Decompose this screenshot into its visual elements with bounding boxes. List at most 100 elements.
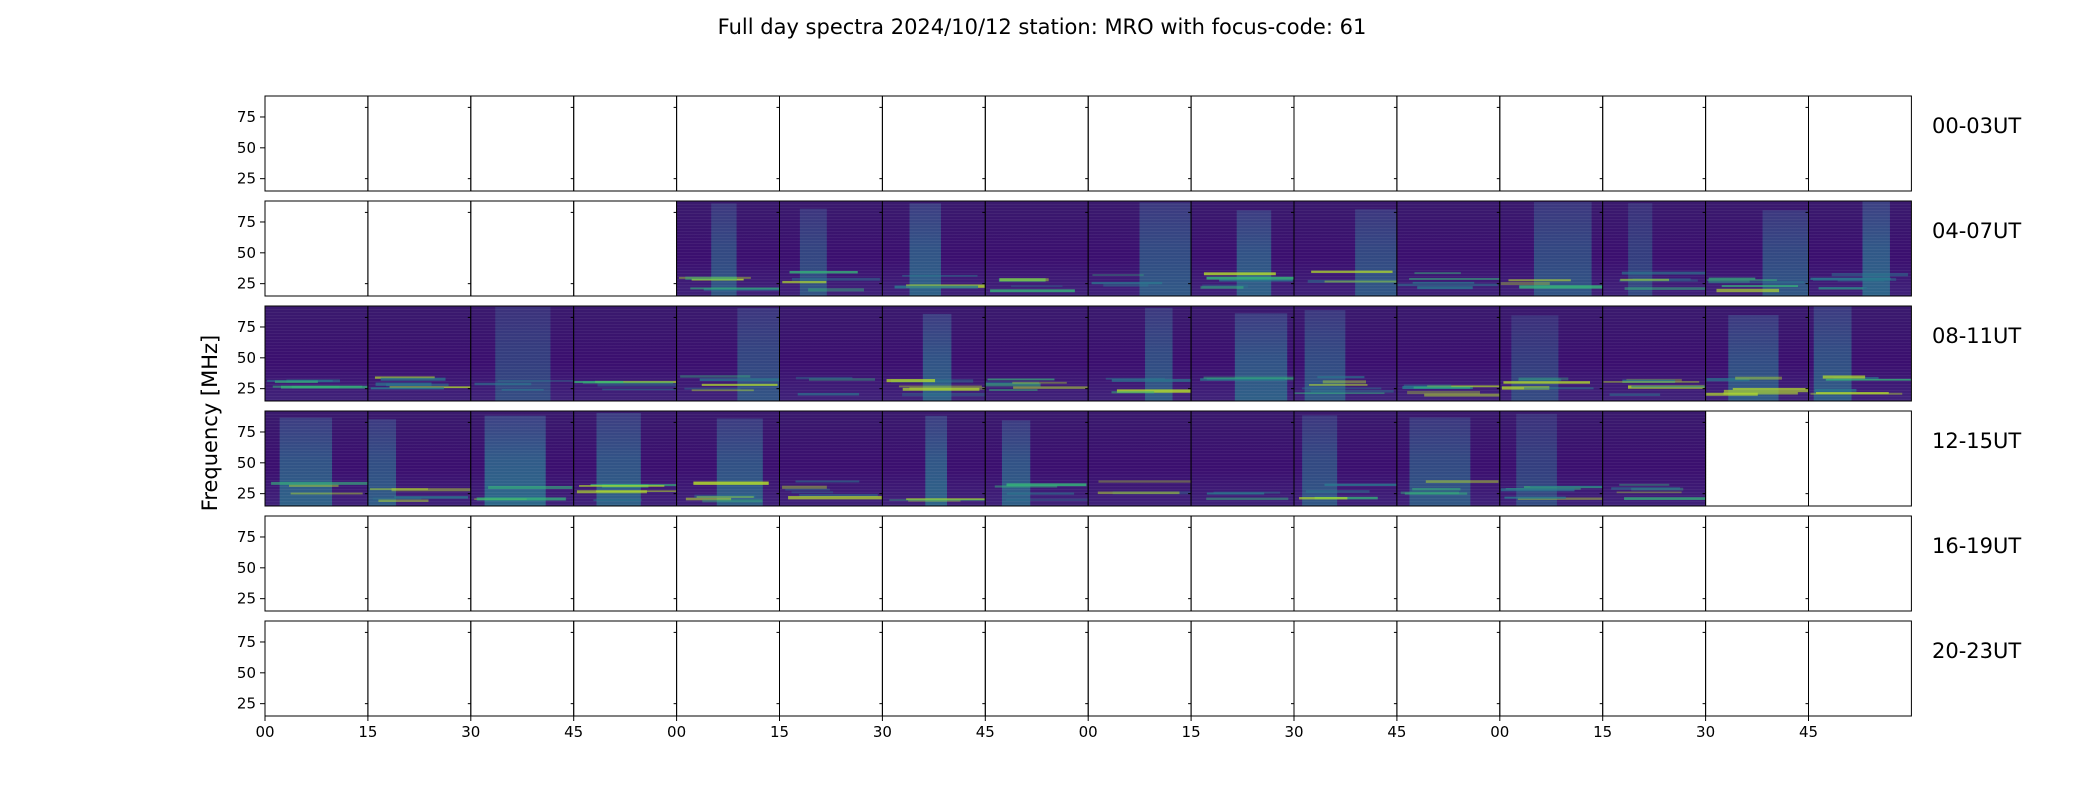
rfi-band — [1622, 379, 1676, 383]
panel-frame — [1087, 95, 1192, 192]
panel-frame — [573, 620, 678, 717]
spectrogram-panel — [1702, 305, 1809, 402]
rfi-band — [597, 383, 677, 387]
rfi-band — [898, 385, 982, 388]
spectrogram-texture — [1088, 201, 1192, 296]
spectrogram-texture — [573, 306, 677, 401]
spectrogram-panel — [1599, 305, 1707, 402]
spectrogram-texture — [985, 411, 1089, 506]
panel-frame — [1087, 515, 1192, 612]
rfi-band — [795, 480, 860, 483]
rfi-band — [1322, 380, 1367, 384]
rfi-band — [1530, 485, 1603, 488]
spectrogram-panel — [1291, 200, 1398, 297]
panel-frame — [1396, 95, 1501, 192]
spectrogram-panel — [467, 305, 575, 402]
spectrogram-panel — [776, 515, 883, 612]
panel-frame — [1190, 95, 1295, 192]
spectrogram-panel — [1702, 95, 1809, 192]
rfi-band — [1708, 281, 1805, 284]
x-tick-label: 30 — [461, 723, 480, 741]
spectrogram-panel — [1599, 410, 1707, 507]
rfi-band — [1213, 491, 1281, 494]
spectrogram-panel — [570, 305, 678, 402]
spectrogram-panel — [364, 515, 472, 612]
spectrogram-panel — [1805, 410, 1912, 507]
spectrogram-panel — [982, 95, 1089, 192]
rfi-band — [595, 490, 677, 492]
rfi-band — [791, 277, 880, 281]
rfi-band — [1624, 497, 1706, 500]
y-tick-label: 75 — [237, 213, 256, 231]
row-time-label: 16-19UT — [1932, 534, 2021, 558]
rfi-band — [1404, 492, 1468, 495]
spectrogram-panel — [1085, 515, 1192, 612]
spectrogram-texture — [573, 411, 677, 506]
spectrogram-panel — [673, 200, 780, 297]
rfi-band — [1412, 488, 1461, 491]
rfi-band — [1518, 378, 1562, 382]
rfi-band — [1092, 274, 1144, 276]
rfi-band — [987, 378, 1055, 381]
rfi-band — [1307, 279, 1397, 283]
rfi-band — [271, 481, 368, 485]
y-tick-label: 50 — [237, 454, 256, 472]
x-tick-label: 15 — [770, 723, 789, 741]
spectrogram-panel — [982, 305, 1089, 402]
rfi-band — [1810, 277, 1891, 280]
spectrogram-panel — [1291, 515, 1398, 612]
rfi-band — [579, 485, 665, 487]
rfi-band — [902, 387, 980, 391]
panel-frame — [1293, 95, 1398, 192]
rfi-band — [702, 499, 763, 503]
spectrogram-texture — [676, 306, 780, 401]
rfi-band — [288, 484, 339, 487]
spectrogram-texture — [1808, 201, 1912, 296]
panel-frame — [676, 515, 780, 612]
panel-frame — [1808, 305, 1912, 402]
spectrogram-texture — [265, 306, 368, 401]
rfi-band — [1006, 492, 1075, 495]
rfi-band — [701, 383, 778, 386]
rfi-band — [808, 378, 876, 381]
rfi-band — [1098, 480, 1192, 483]
spectra-row: 75 50 25 08-11UT — [237, 305, 2021, 402]
panel-frame — [1705, 95, 1809, 192]
y-axis-label: Frequency [MHz] — [198, 335, 222, 511]
rfi-band — [372, 497, 422, 500]
spectrogram-panel — [1085, 410, 1192, 507]
rfi-band — [678, 276, 751, 279]
spectrogram-texture — [1088, 306, 1192, 401]
rfi-band — [1620, 278, 1670, 282]
y-tick-label: 75 — [237, 108, 256, 126]
rfi-band — [1097, 491, 1180, 495]
panel-frame — [573, 200, 678, 297]
spectrogram-texture — [470, 306, 574, 401]
spectra-row: 75 50 25 12-15UT — [237, 410, 2021, 507]
spectrogram-panel — [673, 515, 780, 612]
spectrogram-panel — [264, 305, 369, 402]
panel-frame — [1396, 620, 1501, 717]
spectrogram-texture — [676, 411, 780, 506]
rfi-band — [394, 496, 469, 499]
spectrogram-panel — [570, 515, 678, 612]
rfi-band — [693, 481, 769, 485]
spectrogram-panel — [570, 620, 678, 717]
rfi-band — [990, 289, 1075, 293]
row-time-label: 00-03UT — [1932, 114, 2021, 138]
rfi-band — [380, 377, 446, 381]
spectrogram-texture — [1705, 306, 1809, 401]
spectrogram-panel — [1085, 95, 1192, 192]
rfi-band — [1397, 283, 1498, 287]
rfi-band — [1723, 389, 1809, 393]
spectrogram-texture — [779, 306, 883, 401]
rfi-band — [1603, 381, 1700, 383]
panel-frame — [984, 620, 1089, 717]
rfi-band — [789, 270, 858, 274]
spectrogram-panel — [879, 620, 986, 717]
rfi-band — [908, 499, 961, 502]
spectrogram-panel — [364, 410, 472, 507]
rfi-band — [886, 379, 936, 383]
rfi-band — [1816, 392, 1889, 395]
spectrogram-panel — [1496, 515, 1604, 612]
